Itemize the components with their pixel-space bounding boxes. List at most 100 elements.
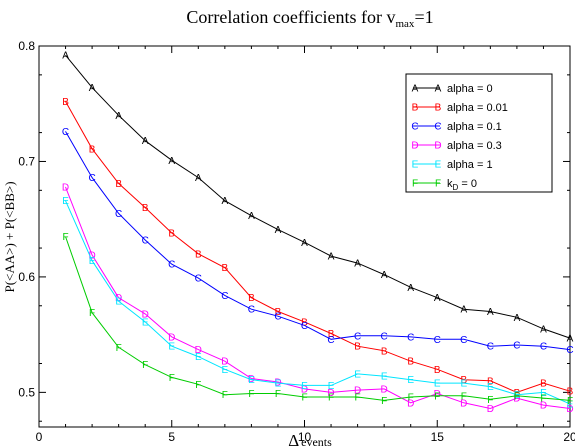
data-point: B (354, 342, 361, 353)
data-point: E (222, 365, 229, 376)
y-tick-label: 0.7 (18, 154, 35, 168)
data-point: B (195, 249, 202, 260)
data-point: E (567, 399, 574, 410)
data-point: F (434, 391, 440, 402)
chart-title-subscript: max (395, 18, 414, 30)
legend-marker: E (412, 160, 419, 171)
legend-label: alpha = 0.1 (447, 121, 502, 133)
y-tick-label: 0.8 (18, 39, 35, 53)
legend-label: alpha = 0.3 (447, 140, 502, 152)
legend-marker: E (435, 160, 442, 171)
data-point: E (354, 369, 361, 380)
data-point: B (567, 387, 574, 398)
series-line (65, 54, 571, 339)
data-point: F (275, 389, 281, 400)
x-tick-label: 0 (36, 430, 43, 444)
legend-label: alpha = 0.01 (447, 102, 508, 114)
data-point: B (89, 144, 96, 155)
data-point: B (248, 293, 255, 304)
legend-box (405, 73, 553, 193)
data-point: D (115, 293, 122, 304)
data-point: B (487, 376, 494, 387)
legend-marker: D (434, 141, 441, 152)
x-tick-label: 10 (298, 430, 312, 444)
y-tick-label: 0.6 (18, 270, 35, 284)
data-point: A (381, 270, 388, 281)
data-point: B (168, 229, 175, 240)
y-tick-label: 0.5 (18, 385, 35, 399)
data-point: E (540, 388, 547, 399)
data-point: F (195, 380, 201, 391)
series-2: B B B B B B B B B B B B B B B B B B B B (62, 97, 573, 399)
data-point: B (434, 365, 441, 376)
data-point: B (142, 203, 149, 214)
series-6: F F F F F F F F F F F F F F F F F F F F (62, 232, 573, 407)
data-point: C (327, 335, 334, 346)
data-point: D (301, 384, 308, 395)
data-point: D (221, 357, 228, 368)
legend-marker: A (412, 84, 419, 95)
legend-marker: B (412, 103, 419, 114)
data-point: D (407, 398, 414, 409)
data-point: A (275, 225, 282, 236)
data-point: F (567, 396, 573, 407)
data-point: D (142, 309, 149, 320)
data-point: F (381, 396, 387, 407)
data-point: D (327, 388, 334, 399)
series-line (65, 186, 571, 410)
data-point: B (540, 379, 547, 390)
data-point: F (89, 308, 95, 319)
data-point: C (381, 331, 388, 342)
data-point: F (540, 394, 546, 405)
data-point: C (168, 260, 175, 271)
legend-label: alpha = 0 (447, 83, 493, 95)
data-point: E (168, 342, 175, 353)
data-point: C (274, 312, 281, 323)
data-point: A (195, 173, 202, 184)
data-point: E (142, 317, 149, 328)
data-point: E (89, 256, 96, 267)
x-tick-label: 5 (168, 430, 175, 444)
data-point: D (566, 404, 573, 415)
data-point: C (195, 274, 202, 285)
data-point: B (407, 357, 414, 368)
data-point: A (487, 307, 494, 318)
legend-marker: C (411, 122, 418, 133)
data-point: F (328, 392, 334, 403)
data-point: C (115, 209, 122, 220)
x-tick-label: 15 (431, 430, 445, 444)
data-point: E (434, 379, 441, 390)
data-point: E (275, 379, 282, 390)
legend-marker: D (411, 141, 418, 152)
chart-title: Correlation coefficients for vmax=1 (186, 7, 433, 30)
data-point: F (408, 392, 414, 403)
data-point: E (62, 196, 69, 207)
data-point: D (62, 182, 69, 193)
data-point: D (354, 386, 361, 397)
data-point: C (460, 335, 467, 346)
chart-title-main: Correlation coefficients for v (186, 7, 395, 27)
data-point: B (275, 307, 282, 318)
data-point: C (487, 342, 494, 353)
data-point: C (142, 235, 149, 246)
data-point: E (115, 297, 122, 308)
data-point: A (540, 324, 547, 335)
data-point: B (328, 329, 335, 340)
data-point: E (487, 382, 494, 393)
data-point: F (62, 232, 68, 243)
legend-marker: A (435, 84, 442, 95)
series-1: A A A A A A A A A A A A A A A A A A A A (62, 51, 573, 345)
legend-label: kD = 0 (447, 178, 477, 192)
data-point: A (434, 293, 441, 304)
data-point: A (407, 283, 414, 294)
data-point: A (62, 51, 69, 62)
legend-marker: F (435, 179, 441, 190)
axis-ticks: 0 5 10 15 20 0.5 0.6 0.7 0.8 (18, 39, 575, 444)
